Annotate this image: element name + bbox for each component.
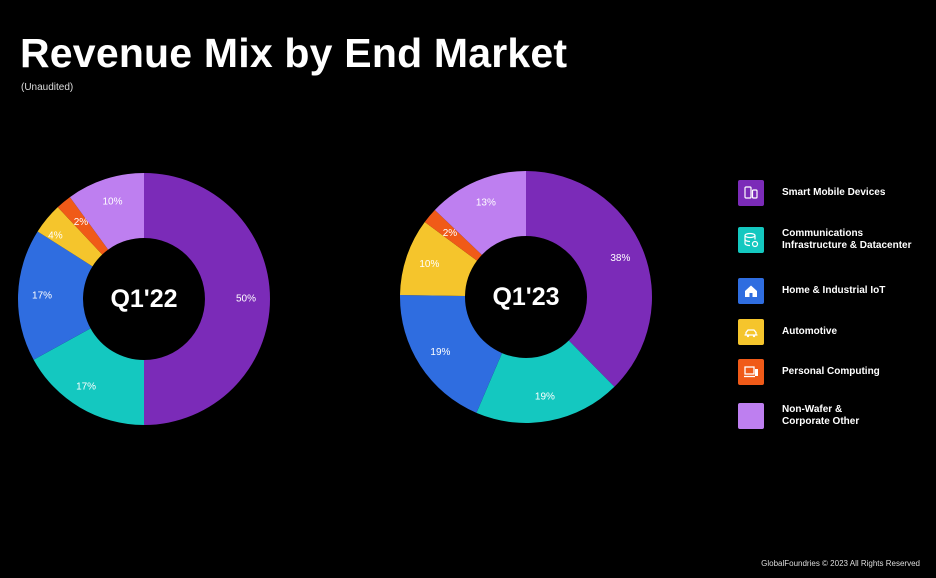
slice-label-personal-computing: 2%: [74, 217, 89, 228]
legend-item-automotive: Automotive: [738, 319, 837, 345]
slice-home-industrial-iot: [400, 295, 503, 413]
slice-label-personal-computing: 2%: [443, 228, 458, 239]
legend-item-non-wafer: Non-Wafer & Corporate Other: [738, 403, 859, 429]
donut-chart-q1-23: 38% 19% 19% 10% 2% 13% Q1'23: [400, 171, 653, 423]
slice-non-wafer-corporate-other: [69, 173, 144, 250]
slice-automotive: [37, 207, 103, 267]
slice-label-automotive: 10%: [419, 259, 439, 270]
legend-label: Communications Infrastructure & Datacent…: [782, 228, 912, 251]
smartphone-icon: [738, 180, 764, 206]
footer-copyright: GlobalFoundries © 2023 All Rights Reserv…: [761, 559, 920, 568]
home-icon: [738, 278, 764, 304]
slice-label-automotive: 4%: [48, 230, 63, 241]
slice-automotive: [400, 221, 477, 297]
slice-label-home-industrial-iot: 17%: [32, 290, 52, 301]
slice-smart-mobile-devices: [144, 173, 270, 425]
slice-smart-mobile-devices: [526, 171, 653, 387]
server-icon: [738, 227, 764, 253]
slice-communications-infrastructure-datacenter: [476, 340, 615, 423]
slice-personal-computing: [57, 197, 109, 255]
legend-item-personal-computing: Personal Computing: [738, 359, 880, 385]
legend-item-communications: Communications Infrastructure & Datacent…: [738, 227, 911, 253]
legend-item-home-iot: Home & Industrial IoT: [738, 278, 885, 304]
page-subtitle: (Unaudited): [21, 82, 74, 93]
slice-label-smart-mobile-devices: 50%: [236, 294, 256, 305]
donut-chart-q1-22: 50% 17% 17% 4% 2% 10% Q1'22: [17, 173, 270, 425]
legend-label: Home & Industrial IoT: [782, 285, 886, 296]
slice-label-communications-infrastructure-datacenter: 17%: [76, 381, 96, 392]
laptop-icon: [738, 359, 764, 385]
box-icon: [738, 403, 764, 429]
legend-label: Automotive: [782, 326, 837, 337]
legend-label: Personal Computing: [782, 366, 880, 377]
slice-home-industrial-iot: [17, 231, 93, 360]
legend-item-smart-mobile: Smart Mobile Devices: [738, 180, 885, 206]
slice-non-wafer-corporate-other: [434, 171, 526, 255]
slice-personal-computing: [424, 210, 482, 261]
slice-label-non-wafer-corporate-other: 13%: [476, 198, 496, 209]
legend-label: Smart Mobile Devices: [782, 187, 886, 198]
legend-label: Non-Wafer & Corporate Other: [782, 404, 860, 427]
slice-label-communications-infrastructure-datacenter: 19%: [535, 392, 555, 403]
slice-label-smart-mobile-devices: 38%: [610, 253, 630, 264]
page-title: Revenue Mix by End Market: [20, 30, 568, 76]
slice-communications-infrastructure-datacenter: [33, 328, 144, 425]
car-icon: [738, 319, 764, 345]
slice-label-home-industrial-iot: 19%: [430, 347, 450, 358]
donut-center-label: Q1'22: [110, 285, 177, 313]
slice-label-non-wafer-corporate-other: 10%: [102, 196, 122, 207]
donut-center-label: Q1'23: [492, 283, 559, 311]
